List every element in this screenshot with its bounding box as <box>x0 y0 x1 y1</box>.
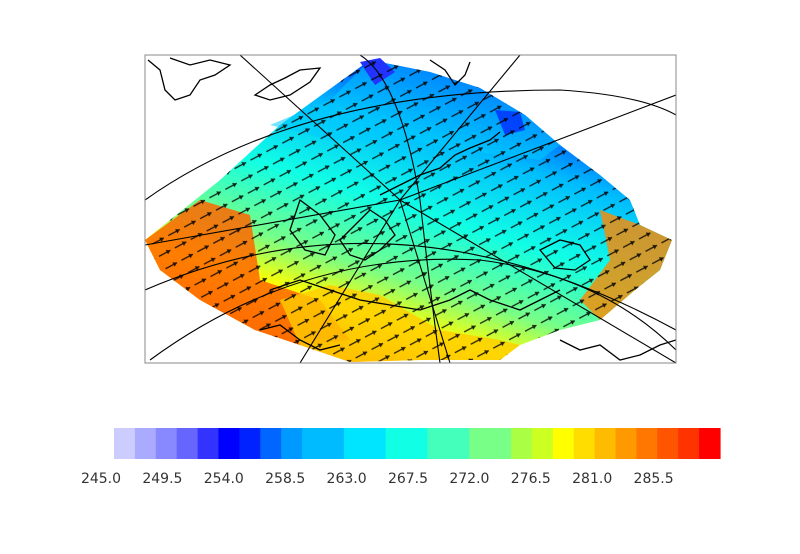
colorbar-swatch <box>553 428 575 459</box>
colorbar-swatch <box>365 428 387 459</box>
colorbar-tick-label: 272.0 <box>449 471 489 487</box>
colorbar-tick-label: 281.0 <box>572 471 612 487</box>
colorbar-swatch <box>574 428 596 459</box>
map-panel <box>0 0 800 400</box>
colorbar-swatch <box>511 428 533 459</box>
colorbar-tick-label: 263.0 <box>327 471 367 487</box>
colorbar-swatch <box>260 428 282 459</box>
map-svg <box>0 0 800 400</box>
colorbar-swatch <box>114 428 136 459</box>
colorbar-swatch <box>407 428 429 459</box>
map-content <box>145 43 676 364</box>
colorbar-swatch <box>427 428 449 459</box>
colorbar-swatch <box>323 428 345 459</box>
colorbar-tick-label: 267.5 <box>388 471 428 487</box>
colorbar-swatch <box>386 428 408 459</box>
colorbar-tick-label: 258.5 <box>265 471 305 487</box>
colorbar-swatch <box>281 428 303 459</box>
colorbar-tick-label: 249.5 <box>142 471 182 487</box>
colorbar-swatch <box>699 428 721 459</box>
colorbar-swatch <box>239 428 261 459</box>
colorbar-tick-label: 276.5 <box>511 471 551 487</box>
colorbar: 245.0 249.5 254.0 258.5 263.0 267.5 272.0 276.5… <box>0 400 800 550</box>
colorbar-swatch <box>218 428 240 459</box>
colorbar-swatch <box>657 428 679 459</box>
colorbar-tick-label: 285.5 <box>634 471 674 487</box>
colorbar-swatch <box>302 428 324 459</box>
colorbar-swatch <box>135 428 157 459</box>
colorbar-swatch <box>532 428 554 459</box>
colorbar-swatches <box>114 428 721 459</box>
colorbar-swatch <box>156 428 178 459</box>
colorbar-swatch <box>344 428 366 459</box>
colorbar-swatch <box>469 428 491 459</box>
colorbar-ticks: 245.0 249.5 254.0 258.5 263.0 267.5 272.0 276.5… <box>81 471 674 487</box>
colorbar-tick-label: 254.0 <box>204 471 244 487</box>
colorbar-swatch <box>616 428 638 459</box>
wind-vectors <box>145 60 672 362</box>
colorbar-swatch <box>636 428 658 459</box>
colorbar-swatch <box>490 428 512 459</box>
colorbar-swatch <box>177 428 199 459</box>
colorbar-tick-label: 245.0 <box>81 471 121 487</box>
colorbar-swatch <box>595 428 617 459</box>
colorbar-svg: 245.0 249.5 254.0 258.5 263.0 267.5 272.0 276.5… <box>0 400 800 550</box>
colorbar-swatch <box>678 428 700 459</box>
colorbar-swatch <box>448 428 470 459</box>
colorbar-swatch <box>198 428 220 459</box>
